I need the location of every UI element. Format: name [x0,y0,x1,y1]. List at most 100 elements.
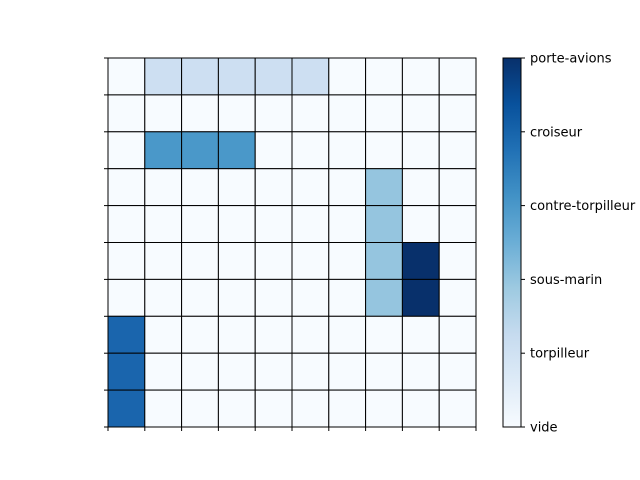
board-cell-r6-c3[interactable] [217,278,256,317]
board-cell-r8-c7[interactable] [365,352,403,391]
board-cell-r9-c7[interactable] [365,389,403,428]
board-cell-r2-c7[interactable] [365,131,403,170]
board-cell-r0-c8[interactable] [401,57,440,96]
board-cell-r0-c1[interactable] [144,57,183,96]
board-cell-r3-c1[interactable] [144,168,183,207]
board-cell-r2-c4[interactable] [254,131,293,170]
board-cell-r5-c0[interactable] [107,242,146,280]
board-cell-r2-c6[interactable] [328,131,367,170]
board-cell-r3-c6[interactable] [328,168,367,207]
board-cell-r7-c7[interactable] [365,315,403,354]
board-cell-r9-c0[interactable] [107,389,146,428]
board-cell-r2-c5[interactable] [291,131,330,170]
board-cell-r8-c0[interactable] [107,352,146,391]
board-cell-r7-c8[interactable] [401,315,440,354]
board-cell-r9-c6[interactable] [328,389,367,428]
board-cell-r5-c7[interactable] [365,242,403,280]
board-cell-r1-c6[interactable] [328,94,367,133]
board-cell-r5-c9[interactable] [438,242,477,280]
board-cell-r6-c6[interactable] [328,278,367,317]
board-cell-r7-c6[interactable] [328,315,367,354]
board-cell-r2-c0[interactable] [107,131,146,170]
board-cell-r7-c3[interactable] [217,315,256,354]
board-cell-r9-c1[interactable] [144,389,183,428]
board-cell-r4-c5[interactable] [291,205,330,244]
board-cell-r6-c8[interactable] [401,278,440,317]
board-cell-r6-c2[interactable] [181,278,219,317]
board-cell-r2-c3[interactable] [217,131,256,170]
board-cell-r5-c2[interactable] [181,242,219,280]
board-cell-r5-c4[interactable] [254,242,293,280]
board-cell-r8-c9[interactable] [438,352,477,391]
board-cell-r1-c3[interactable] [217,94,256,133]
board-cell-r6-c1[interactable] [144,278,183,317]
board-cell-r8-c6[interactable] [328,352,367,391]
board-cell-r7-c4[interactable] [254,315,293,354]
board-cell-r5-c1[interactable] [144,242,183,280]
board-cell-r7-c2[interactable] [181,315,219,354]
board-cell-r6-c5[interactable] [291,278,330,317]
board-cell-r8-c4[interactable] [254,352,293,391]
board-cell-r4-c2[interactable] [181,205,219,244]
board-cell-r9-c3[interactable] [217,389,256,428]
board-cell-r9-c9[interactable] [438,389,477,428]
board-cell-r3-c7[interactable] [365,168,403,207]
board-cell-r1-c4[interactable] [254,94,293,133]
board-cell-r1-c2[interactable] [181,94,219,133]
board-cell-r1-c7[interactable] [365,94,403,133]
board-cell-r8-c2[interactable] [181,352,219,391]
board-cell-r4-c1[interactable] [144,205,183,244]
board-cell-r0-c4[interactable] [254,57,293,96]
board-cell-r5-c8[interactable] [401,242,440,280]
board-cell-r4-c3[interactable] [217,205,256,244]
board-cell-r0-c6[interactable] [328,57,367,96]
board-cell-r9-c2[interactable] [181,389,219,428]
board-cell-r2-c9[interactable] [438,131,477,170]
board-cell-r1-c8[interactable] [401,94,440,133]
board-cell-r0-c5[interactable] [291,57,330,96]
board-cell-r5-c3[interactable] [217,242,256,280]
board-cell-r1-c0[interactable] [107,94,146,133]
board-cell-r3-c0[interactable] [107,168,146,207]
board-cell-r4-c0[interactable] [107,205,146,244]
board-cell-r9-c5[interactable] [291,389,330,428]
board-cell-r7-c9[interactable] [438,315,477,354]
board-cell-r8-c8[interactable] [401,352,440,391]
board-cell-r2-c1[interactable] [144,131,183,170]
board-cell-r3-c2[interactable] [181,168,219,207]
board-cell-r9-c4[interactable] [254,389,293,428]
board-cell-r6-c4[interactable] [254,278,293,317]
board-cell-r8-c1[interactable] [144,352,183,391]
board-cell-r7-c0[interactable] [107,315,146,354]
board-cell-r4-c6[interactable] [328,205,367,244]
board-cell-r1-c9[interactable] [438,94,477,133]
board-cell-r0-c9[interactable] [438,57,477,96]
board-cell-r2-c2[interactable] [181,131,219,170]
board-cell-r0-c2[interactable] [181,57,219,96]
board-cell-r0-c7[interactable] [365,57,403,96]
board-cell-r6-c7[interactable] [365,278,403,317]
board-cell-r4-c4[interactable] [254,205,293,244]
board-cell-r1-c5[interactable] [291,94,330,133]
board-cell-r3-c3[interactable] [217,168,256,207]
board-cell-r5-c5[interactable] [291,242,330,280]
board-cell-r3-c8[interactable] [401,168,440,207]
board-cell-r0-c3[interactable] [217,57,256,96]
board-cell-r6-c0[interactable] [107,278,146,317]
board-cell-r8-c3[interactable] [217,352,256,391]
board-cell-r9-c8[interactable] [401,389,440,428]
board-cell-r3-c9[interactable] [438,168,477,207]
board-cell-r4-c9[interactable] [438,205,477,244]
board-cell-r7-c5[interactable] [291,315,330,354]
board-cell-r3-c5[interactable] [291,168,330,207]
board-cell-r3-c4[interactable] [254,168,293,207]
board-cell-r1-c1[interactable] [144,94,183,133]
board-cell-r7-c1[interactable] [144,315,183,354]
board-cell-r6-c9[interactable] [438,278,477,317]
board-cell-r2-c8[interactable] [401,131,440,170]
board-cell-r8-c5[interactable] [291,352,330,391]
board-cell-r5-c6[interactable] [328,242,367,280]
board-cell-r4-c8[interactable] [401,205,440,244]
board-cell-r4-c7[interactable] [365,205,403,244]
board-cell-r0-c0[interactable] [107,57,146,96]
